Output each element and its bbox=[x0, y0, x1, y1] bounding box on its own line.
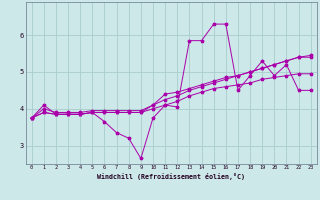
X-axis label: Windchill (Refroidissement éolien,°C): Windchill (Refroidissement éolien,°C) bbox=[97, 173, 245, 180]
